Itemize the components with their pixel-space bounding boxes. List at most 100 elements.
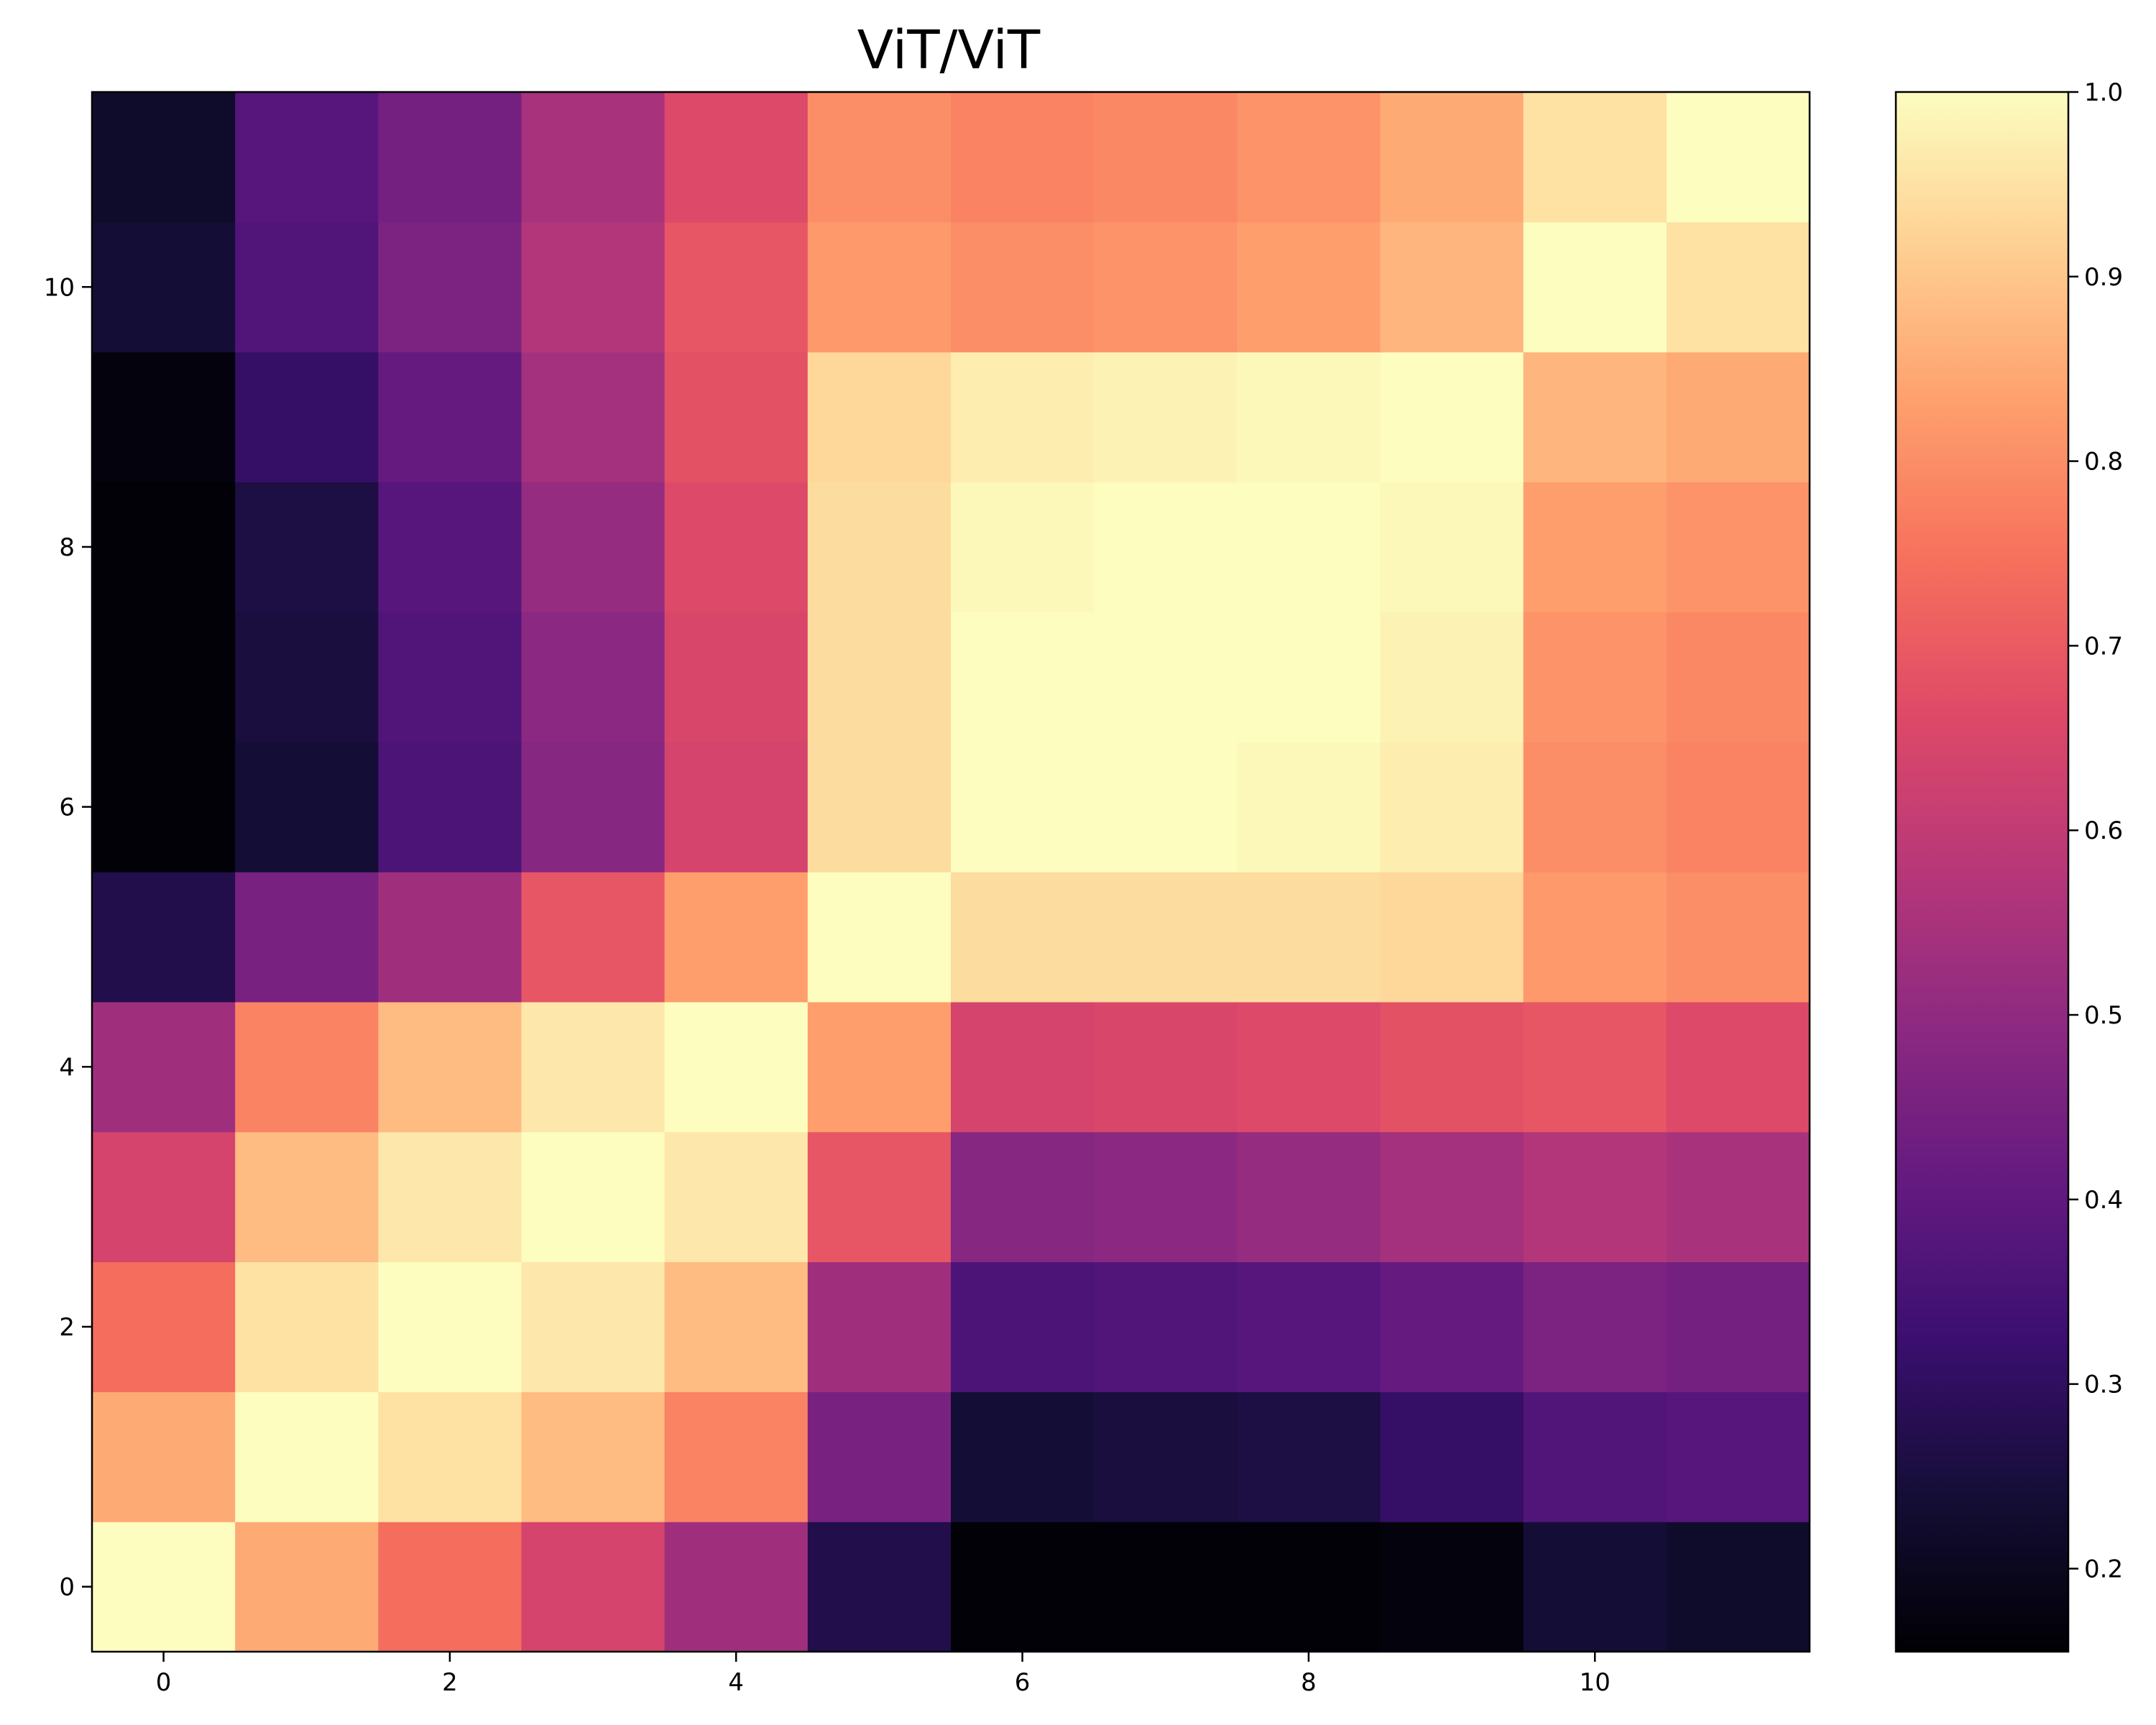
heatmap-cell-r4-c2 [378, 1001, 522, 1133]
heatmap-cell-r6-c6 [951, 742, 1095, 873]
heatmap-cell-r6-c11 [1666, 742, 1810, 873]
colorbar-tick-label: 0.3 [2084, 1371, 2123, 1399]
heatmap-cell-r3-c11 [1666, 1131, 1810, 1263]
heatmap-cell-r10-c0 [92, 221, 236, 353]
heatmap-cell-r9-c3 [521, 351, 665, 483]
heatmap-cell-r0-c0 [92, 1522, 236, 1652]
heatmap-cell-r11-c1 [235, 92, 379, 223]
heatmap-cell-r7-c1 [235, 612, 379, 742]
heatmap-cell-r5-c2 [378, 872, 522, 1003]
heatmap-cell-r3-c1 [235, 1131, 379, 1263]
heatmap-cell-r1-c8 [1237, 1392, 1381, 1522]
heatmap-cell-r1-c9 [1380, 1392, 1524, 1522]
heatmap-cell-r6-c4 [664, 742, 808, 873]
heatmap-cell-r11-c6 [951, 92, 1095, 223]
heatmap-cell-r0-c1 [235, 1522, 379, 1652]
colorbar-tick-label: 0.4 [2084, 1186, 2123, 1215]
heatmap-cell-r1-c3 [521, 1392, 665, 1522]
heatmap-cell-r3-c7 [1094, 1131, 1238, 1263]
heatmap-cell-r3-c10 [1523, 1131, 1667, 1263]
heatmap-cell-r6-c10 [1523, 742, 1667, 873]
heatmap-cells [92, 92, 1810, 1652]
heatmap-cell-r7-c4 [664, 612, 808, 742]
heatmap-cell-r0-c10 [1523, 1522, 1667, 1652]
heatmap-cell-r6-c1 [235, 742, 379, 873]
heatmap-cell-r4-c5 [807, 1001, 952, 1133]
chart-title: ViT/ViT [857, 19, 1041, 81]
heatmap-cell-r7-c9 [1380, 612, 1524, 742]
colorbar-tick-label: 1.0 [2084, 78, 2123, 107]
heatmap-cell-r5-c7 [1094, 872, 1238, 1003]
heatmap-cell-r9-c5 [807, 351, 952, 483]
heatmap-cell-r4-c8 [1237, 1001, 1381, 1133]
heatmap-cell-r4-c7 [1094, 1001, 1238, 1133]
colorbar-tick-label: 0.5 [2084, 1001, 2123, 1030]
y-tick-label: 0 [59, 1573, 75, 1602]
heatmap-cell-r7-c3 [521, 612, 665, 742]
heatmap-cell-r11-c4 [664, 92, 808, 223]
heatmap-cell-r7-c2 [378, 612, 522, 742]
heatmap-cell-r3-c8 [1237, 1131, 1381, 1263]
heatmap-cell-r4-c0 [92, 1001, 236, 1133]
heatmap-cell-r2-c9 [1380, 1261, 1524, 1392]
heatmap-cell-r3-c6 [951, 1131, 1095, 1263]
heatmap-cell-r0-c11 [1666, 1522, 1810, 1652]
heatmap-cell-r6-c8 [1237, 742, 1381, 873]
heatmap-cell-r9-c7 [1094, 351, 1238, 483]
colorbar-tick-label: 0.6 [2084, 816, 2123, 845]
heatmap-cell-r8-c0 [92, 482, 236, 612]
heatmap-cell-r2-c1 [235, 1261, 379, 1392]
colorbar-tick-label: 0.8 [2084, 448, 2123, 477]
heatmap-cell-r8-c1 [235, 482, 379, 612]
colorbar-tick-label: 0.9 [2084, 263, 2123, 292]
x-tick-label: 0 [156, 1668, 172, 1697]
heatmap-cell-r8-c6 [951, 482, 1095, 612]
heatmap-cell-r9-c0 [92, 351, 236, 483]
heatmap-cell-r1-c10 [1523, 1392, 1667, 1522]
y-tick-label: 6 [59, 794, 75, 822]
heatmap-cell-r10-c1 [235, 221, 379, 353]
heatmap-cell-r1-c5 [807, 1392, 952, 1522]
heatmap-cell-r7-c5 [807, 612, 952, 742]
heatmap-cell-r5-c5 [807, 872, 952, 1003]
heatmap-cell-r4-c4 [664, 1001, 808, 1133]
x-axis: 0 2 4 6 8 10 [156, 1652, 1611, 1697]
heatmap-cell-r8-c5 [807, 482, 952, 612]
heatmap-cell-r0-c2 [378, 1522, 522, 1652]
heatmap-cell-r9-c8 [1237, 351, 1381, 483]
heatmap-cell-r7-c6 [951, 612, 1095, 742]
heatmap-cell-r1-c2 [378, 1392, 522, 1522]
heatmap-cell-r10-c2 [378, 221, 522, 353]
heatmap-cell-r0-c7 [1094, 1522, 1238, 1652]
heatmap-cell-r5-c8 [1237, 872, 1381, 1003]
heatmap-cell-r0-c3 [521, 1522, 665, 1652]
heatmap-cell-r5-c4 [664, 872, 808, 1003]
heatmap-cell-r1-c6 [951, 1392, 1095, 1522]
heatmap-cell-r11-c7 [1094, 92, 1238, 223]
colorbar-tick-label: 0.7 [2084, 632, 2123, 661]
heatmap-cell-r10-c3 [521, 221, 665, 353]
heatmap-cell-r0-c5 [807, 1522, 952, 1652]
heatmap-cell-r2-c8 [1237, 1261, 1381, 1392]
heatmap-cell-r10-c8 [1237, 221, 1381, 353]
heatmap-cell-r8-c4 [664, 482, 808, 612]
heatmap-cell-r11-c5 [807, 92, 952, 223]
heatmap-cell-r2-c10 [1523, 1261, 1667, 1392]
heatmap-cell-r1-c4 [664, 1392, 808, 1522]
heatmap-cell-r5-c11 [1666, 872, 1810, 1003]
heatmap-cell-r10-c7 [1094, 221, 1238, 353]
heatmap-cell-r11-c3 [521, 92, 665, 223]
heatmap-cell-r3-c0 [92, 1131, 236, 1263]
heatmap-cell-r5-c1 [235, 872, 379, 1003]
x-tick-label: 4 [728, 1668, 744, 1697]
plot-frame [91, 91, 1811, 1653]
heatmap-cell-r10-c10 [1523, 221, 1667, 353]
colorbar-tick-label: 0.2 [2084, 1555, 2123, 1583]
heatmap-cell-r2-c11 [1666, 1261, 1810, 1392]
heatmap-cell-r2-c3 [521, 1261, 665, 1392]
heatmap-cell-r2-c5 [807, 1261, 952, 1392]
heatmap-cell-r11-c8 [1237, 92, 1381, 223]
heatmap-cell-r2-c0 [92, 1261, 236, 1392]
heatmap-cell-r9-c1 [235, 351, 379, 483]
